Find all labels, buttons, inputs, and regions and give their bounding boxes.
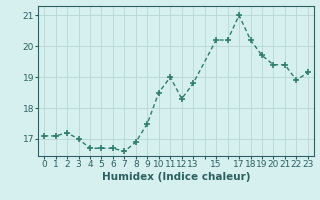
X-axis label: Humidex (Indice chaleur): Humidex (Indice chaleur) [102,172,250,182]
